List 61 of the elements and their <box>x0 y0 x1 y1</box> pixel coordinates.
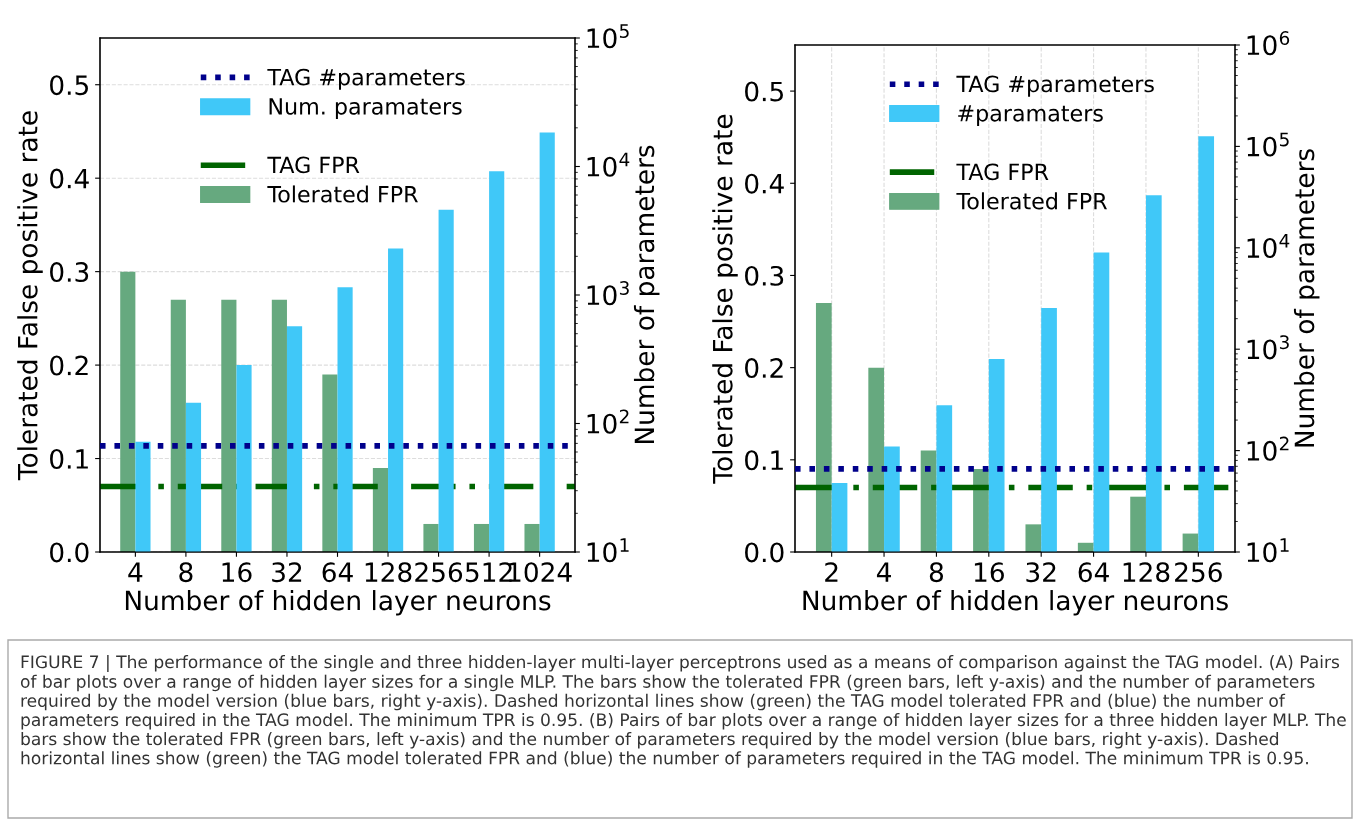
bar <box>1025 524 1042 552</box>
x-tick-label: 16 <box>974 562 1004 583</box>
x-tick-label: 8 <box>929 562 944 583</box>
x-tick-label: 32 <box>272 562 302 583</box>
x-tick-label: 32 <box>1026 562 1056 583</box>
y-tick-label: 0.3 <box>745 265 784 286</box>
x-tick-label: 128 <box>1123 562 1170 583</box>
y-axis-title: Tolerated False positive rate <box>712 114 738 484</box>
bar <box>473 523 490 552</box>
x-tick-label: 64 <box>322 562 353 583</box>
bar <box>423 523 439 552</box>
x-tick-label: 128 <box>365 562 412 583</box>
y-tick-label: 0.1 <box>745 450 783 471</box>
legend-label: Tolerated FPR <box>956 192 1107 210</box>
caption: FIGURE 7 | The performance of the single and three hidden-layer multi-layer perceptrons used as a means of comparison against the TAG model. (A) Pairs of bar plots over a range of hidden layer sizes for a single MLP. The bars show the tolerated FPR (green bars, left y-axis) and the number of parameters required by the model version (blue bars, right y-axis). Dashed horizontal lines show (green) the TAG model tolerated FPR and (blue) the number of parameters required in the TAG model. The minimum TPR is 0.95. (B) Pairs of bar plots over a range of hidden layer sizes for a three hidden layer MLP. The bars show the tolerated FPR (green bars, left y-axis) and the number of parameters required by the model version (blue bars, right y-axis). Dashed horizontal lines show (green) the TAG model tolerated FPR and (blue) the number of parameters required in the TAG model. The minimum TPR is 0.95. <box>20 655 1346 768</box>
legend-label: TAG FPR <box>267 156 360 174</box>
x-tick-label: 2 <box>825 562 838 582</box>
legend-label: #paramaters <box>958 105 1103 126</box>
y2-tick-label: 10$^{3}$ <box>587 281 629 306</box>
y2-tick-label: 10$^{5}$ <box>1247 132 1289 157</box>
y2-tick-label: 10$^{2}$ <box>587 409 629 434</box>
x-tick-label: 16 <box>222 562 252 583</box>
legend-label: TAG #parameters <box>267 68 465 90</box>
bar <box>120 271 136 552</box>
y-tick-label: 0.1 <box>50 448 88 469</box>
y2-tick-label: 10$^{2}$ <box>1247 436 1289 461</box>
bar <box>815 303 832 552</box>
y-tick-label: 0.4 <box>50 168 89 189</box>
bar <box>372 467 389 552</box>
bar <box>524 523 540 552</box>
x-tick-label: 256 <box>1175 562 1222 583</box>
legend-label: Num. paramaters <box>269 98 462 120</box>
y-tick-label: 0.5 <box>50 75 88 96</box>
x-tick-label: 4 <box>128 562 143 582</box>
y-axis-title: Tolerated False positive rate <box>17 111 43 481</box>
legend-label: Tolerated FPR <box>267 185 418 203</box>
x-axis-title: Number of hidden layer neurons <box>125 590 551 616</box>
legend-label: TAG FPR <box>956 163 1049 181</box>
x-tick-label: 8 <box>179 562 193 583</box>
y-tick-label: 0.0 <box>745 542 784 563</box>
x-tick-label: 4 <box>876 562 891 582</box>
y-tick-label: 0.5 <box>745 81 783 102</box>
y-tick-label: 0.0 <box>50 542 89 563</box>
y-tick-label: 0.2 <box>50 355 88 376</box>
y2-tick-label: 10$^{5}$ <box>587 24 629 49</box>
y-tick-label: 0.3 <box>50 262 89 283</box>
y-tick-label: 0.2 <box>745 358 783 379</box>
x-axis-title: Number of hidden layer neurons <box>803 590 1228 616</box>
y2-tick-label: 10$^{3}$ <box>1247 335 1289 360</box>
y2-tick-label: 10$^{6}$ <box>1247 31 1290 56</box>
x-tick-label: 256 <box>415 562 463 583</box>
y2-tick-label: 10$^{1}$ <box>1247 538 1289 563</box>
y2-tick-label: 10$^{1}$ <box>587 538 629 563</box>
y2-axis-title: Number of parameters <box>633 145 660 444</box>
x-tick-label: 64 <box>1078 562 1109 583</box>
legend-label: TAG #parameters <box>956 75 1154 97</box>
bar <box>1130 496 1146 552</box>
y2-axis-title: Number of parameters <box>1293 149 1320 447</box>
y2-tick-label: 10$^{4}$ <box>1247 234 1290 259</box>
y-tick-label: 0.4 <box>745 173 784 194</box>
y2-tick-label: 10$^{4}$ <box>587 152 630 177</box>
